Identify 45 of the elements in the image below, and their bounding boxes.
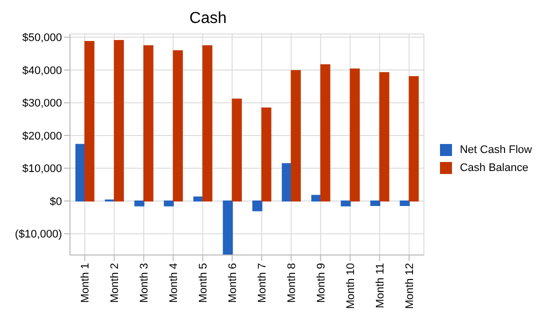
legend-label: Cash Balance — [460, 162, 528, 174]
y-tick-label: $30,000 — [22, 98, 62, 110]
bar — [261, 107, 272, 202]
bar — [143, 45, 154, 202]
x-tick-label: Month 4 — [168, 263, 180, 303]
y-tick-label: $50,000 — [22, 32, 62, 44]
bar — [222, 200, 233, 255]
bar — [290, 70, 301, 202]
legend-label: Net Cash Flow — [460, 144, 532, 156]
y-tick-label: $40,000 — [22, 64, 62, 77]
bar — [252, 200, 262, 212]
x-tick-label: Month 12 — [404, 263, 416, 309]
x-tick-label: Month 10 — [344, 263, 357, 309]
bar — [311, 194, 322, 202]
x-tick-label: Month 6 — [226, 263, 239, 303]
y-tick-label: $20,000 — [22, 130, 62, 142]
x-tick-label: Month 1 — [80, 263, 92, 303]
bar — [340, 200, 351, 206]
x-tick-label: Month 9 — [315, 263, 328, 303]
bar — [350, 68, 360, 202]
y-tick-label: ($10,000) — [14, 228, 62, 241]
chart-title: Cash — [188, 10, 228, 28]
bar — [114, 40, 124, 202]
bar — [408, 76, 419, 202]
bar — [193, 196, 204, 202]
x-tick-label: Month 2 — [109, 263, 122, 303]
bar — [202, 45, 212, 202]
y-tick-label: $10,000 — [22, 163, 62, 176]
bar — [400, 200, 410, 206]
y-tick-label: $0 — [50, 196, 62, 208]
x-tick-label: Month 3 — [138, 263, 151, 303]
bar — [370, 200, 380, 206]
bar — [134, 200, 144, 206]
bar — [172, 50, 183, 202]
bar — [84, 41, 94, 202]
bar — [320, 64, 330, 202]
x-tick-label: Month 11 — [374, 263, 386, 308]
x-tick-label: Month 5 — [198, 263, 210, 303]
bar — [164, 200, 174, 206]
bar — [232, 98, 242, 202]
x-tick-label: Month 7 — [256, 263, 268, 303]
bar — [282, 163, 292, 202]
bar — [75, 144, 86, 202]
bar — [379, 72, 390, 202]
x-tick-label: Month 8 — [286, 263, 298, 303]
